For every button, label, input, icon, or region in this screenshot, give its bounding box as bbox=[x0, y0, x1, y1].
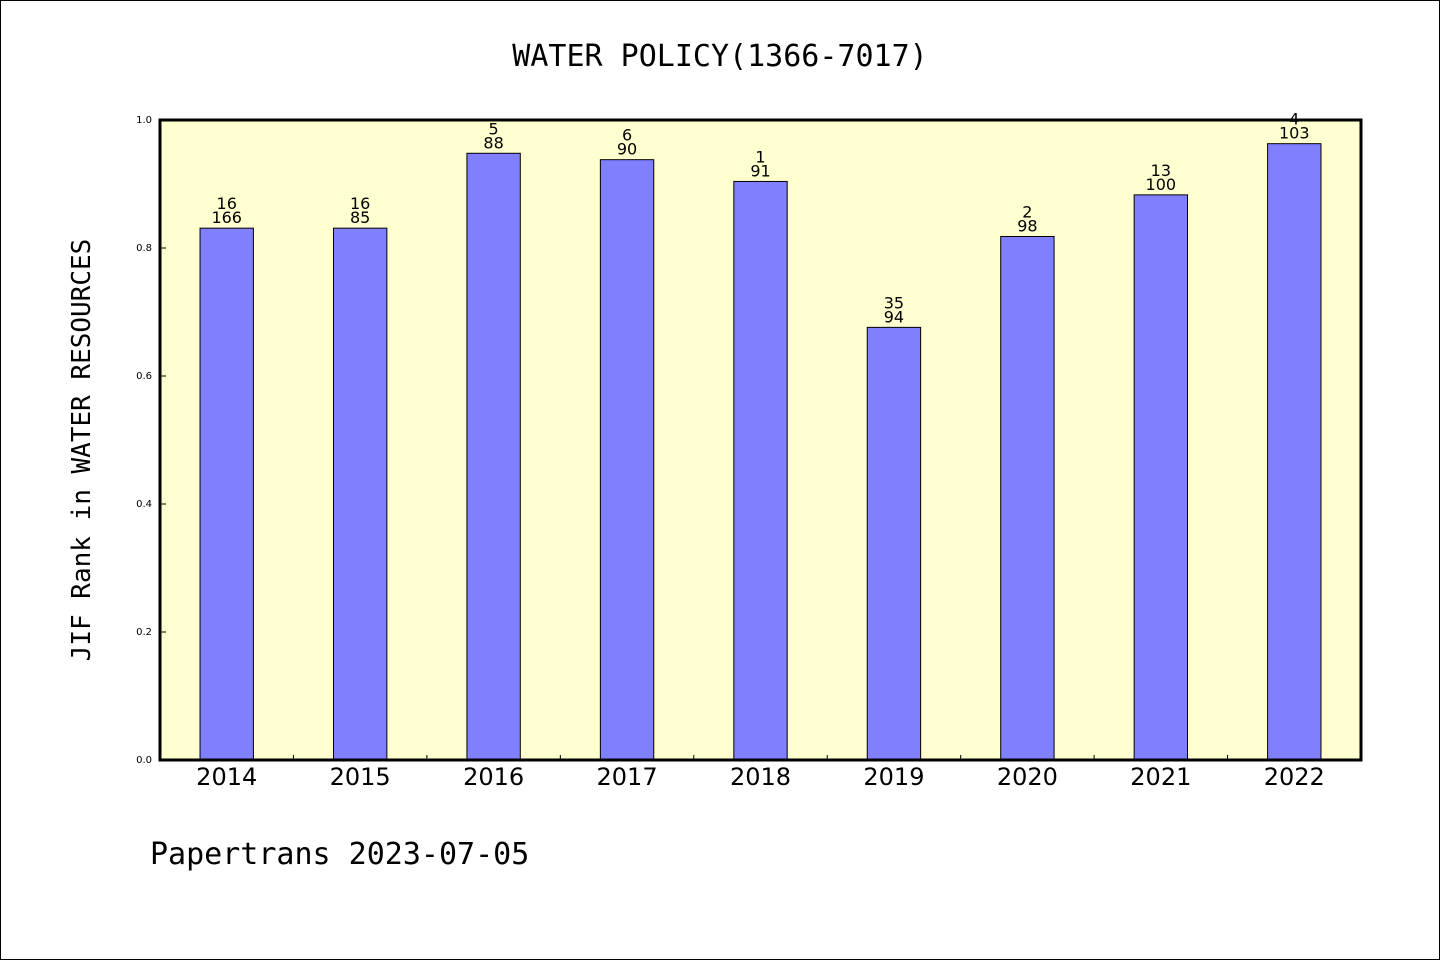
rank-label-2014: 16 bbox=[217, 194, 237, 213]
total-label-2021: 100 bbox=[1146, 175, 1177, 194]
total-label-2019: 94 bbox=[884, 307, 904, 326]
y-tick-label: 1.0 bbox=[136, 115, 152, 126]
rank-label-2018: 1 bbox=[755, 147, 765, 166]
x-tick-label-2017: 2017 bbox=[597, 763, 658, 791]
x-tick-label-2014: 2014 bbox=[196, 763, 257, 791]
rank-label-2017: 6 bbox=[622, 126, 632, 145]
y-axis-label: JIF Rank in WATER RESOURCES bbox=[67, 239, 97, 662]
y-tick-label: 0.4 bbox=[136, 499, 152, 510]
bar-2016 bbox=[466, 152, 521, 761]
y-tick-label: 0.0 bbox=[136, 755, 152, 766]
y-tick-label: 0.2 bbox=[136, 627, 152, 638]
x-tick-label-2015: 2015 bbox=[330, 763, 391, 791]
total-label-2018: 91 bbox=[750, 161, 770, 180]
bar-2014 bbox=[199, 227, 254, 761]
bar-2022 bbox=[1267, 143, 1322, 761]
x-tick-label-2019: 2019 bbox=[863, 763, 924, 791]
rank-label-2019: 35 bbox=[884, 293, 904, 312]
footer-text: Papertrans 2023-07-05 bbox=[150, 837, 529, 872]
chart-title: WATER POLICY(1366-7017) bbox=[512, 39, 927, 74]
total-label-2014: 166 bbox=[211, 208, 242, 227]
bar-2017 bbox=[599, 159, 655, 761]
total-label-2016: 88 bbox=[483, 133, 503, 152]
total-label-2022: 103 bbox=[1279, 124, 1310, 143]
bar-2020 bbox=[1000, 235, 1055, 761]
y-tick-label: 0.8 bbox=[136, 243, 152, 254]
bar-2019 bbox=[866, 326, 922, 761]
y-tick-label: 0.6 bbox=[136, 371, 152, 382]
total-label-2020: 98 bbox=[1017, 216, 1037, 235]
rank-label-2021: 13 bbox=[1151, 161, 1171, 180]
x-tick-label-2022: 2022 bbox=[1264, 763, 1325, 791]
x-tick-label-2020: 2020 bbox=[997, 763, 1058, 791]
plot-border bbox=[158, 118, 1363, 762]
total-label-2017: 90 bbox=[617, 140, 637, 159]
bar-2015 bbox=[332, 227, 388, 761]
bar-2021 bbox=[1133, 194, 1189, 761]
x-tick-label-2016: 2016 bbox=[463, 763, 524, 791]
bar-2018 bbox=[733, 180, 788, 761]
rank-label-2020: 2 bbox=[1022, 202, 1032, 221]
total-label-2015: 85 bbox=[350, 208, 370, 227]
rank-label-2016: 5 bbox=[489, 119, 499, 138]
x-tick-label-2021: 2021 bbox=[1130, 763, 1191, 791]
rank-label-2015: 16 bbox=[350, 194, 370, 213]
x-tick-label-2018: 2018 bbox=[730, 763, 791, 791]
